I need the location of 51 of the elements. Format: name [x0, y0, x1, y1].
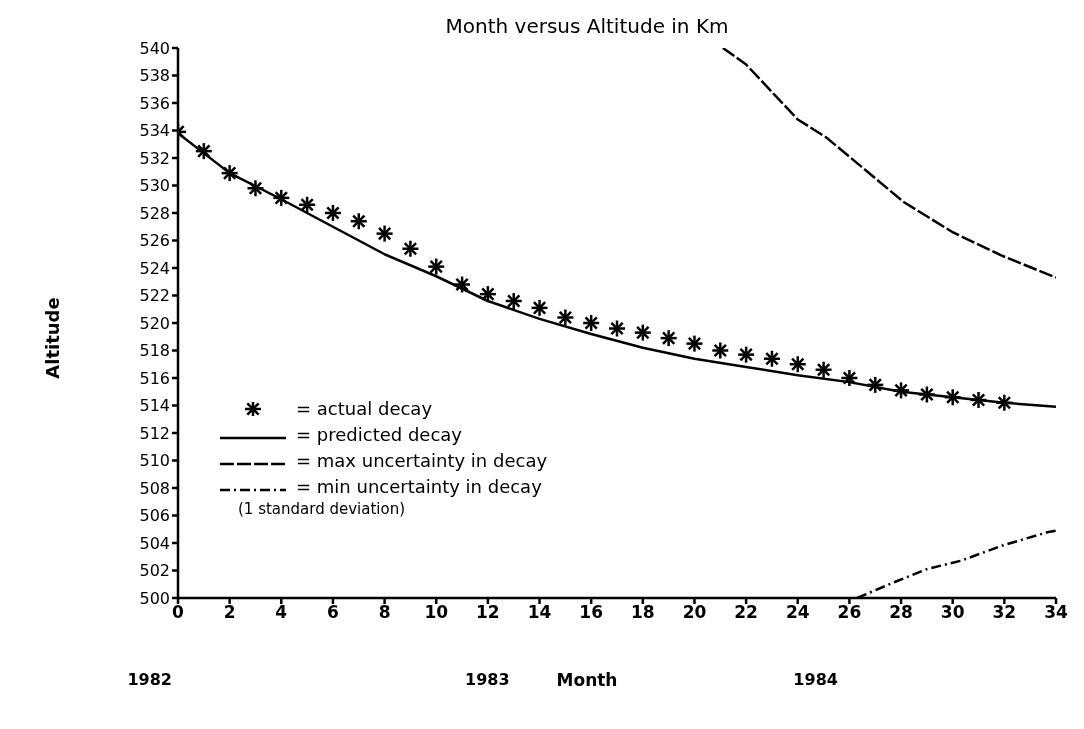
- y-tick-label: 528: [139, 203, 170, 223]
- x-tick-label: 30: [940, 602, 965, 623]
- y-tick-label: 504: [139, 533, 170, 553]
- legend-label: = actual decay: [296, 397, 433, 421]
- y-tick-label: 534: [139, 121, 170, 141]
- x-tick-label: 18: [630, 602, 655, 623]
- x-tick-label: 14: [527, 602, 552, 623]
- x-tick-label: 32: [992, 602, 1017, 623]
- annotation: (1 standard deviation): [237, 500, 407, 518]
- y-tick-label: 510: [139, 451, 170, 471]
- y-tick-label: 522: [139, 286, 170, 306]
- y-tick-label: 506: [139, 506, 170, 526]
- legend-label: = max uncertainty in decay: [296, 449, 548, 473]
- legend-label: = min uncertainty in decay: [296, 475, 542, 499]
- x-tick-label: 0: [172, 602, 185, 623]
- y-tick-label: 536: [139, 93, 170, 113]
- y-tick-label: 518: [139, 341, 170, 361]
- x-tick-label: 28: [889, 602, 913, 623]
- x-tick-label: 24: [785, 602, 810, 623]
- y-tick-label: 530: [139, 176, 170, 196]
- y-tick-label: 540: [139, 38, 170, 58]
- x-tick-label: 26: [837, 602, 862, 623]
- x-tick-label: 10: [424, 602, 449, 623]
- x-tick-label: 20: [682, 602, 707, 623]
- x-tick-label: 16: [579, 602, 604, 623]
- y-tick-label: 524: [139, 258, 170, 278]
- x-tick-label: 22: [734, 602, 758, 623]
- y-axis-title: Altitude: [41, 297, 63, 379]
- text: 1984: [793, 670, 838, 689]
- y-tick-label: 500: [139, 588, 170, 608]
- y-tick-label: 508: [139, 478, 170, 498]
- y-tick-label: 526: [139, 231, 170, 251]
- x-tick-label: 8: [378, 602, 391, 623]
- x-tick-label: 34: [1044, 602, 1068, 623]
- y-tick-label: 514: [139, 396, 170, 416]
- line-series: [721, 48, 1056, 279]
- y-tick-label: 516: [139, 368, 170, 388]
- text: 1983: [465, 670, 510, 689]
- y-tick-label: 538: [139, 66, 170, 86]
- legend-label: = predicted decay: [296, 423, 462, 447]
- x-tick-label: 2: [223, 602, 236, 623]
- y-tick-label: 520: [139, 313, 170, 333]
- y-tick-label: 502: [139, 561, 170, 581]
- x-tick-label: 12: [476, 602, 500, 623]
- text: 1982: [127, 670, 172, 689]
- x-tick-label: 6: [327, 602, 339, 623]
- x-axis-title: Month: [556, 670, 618, 690]
- x-tick-label: 4: [275, 602, 288, 623]
- y-tick-label: 532: [139, 148, 170, 168]
- y-tick-label: 512: [139, 423, 170, 443]
- chart-title: Month versus Altitude in Km: [444, 14, 730, 38]
